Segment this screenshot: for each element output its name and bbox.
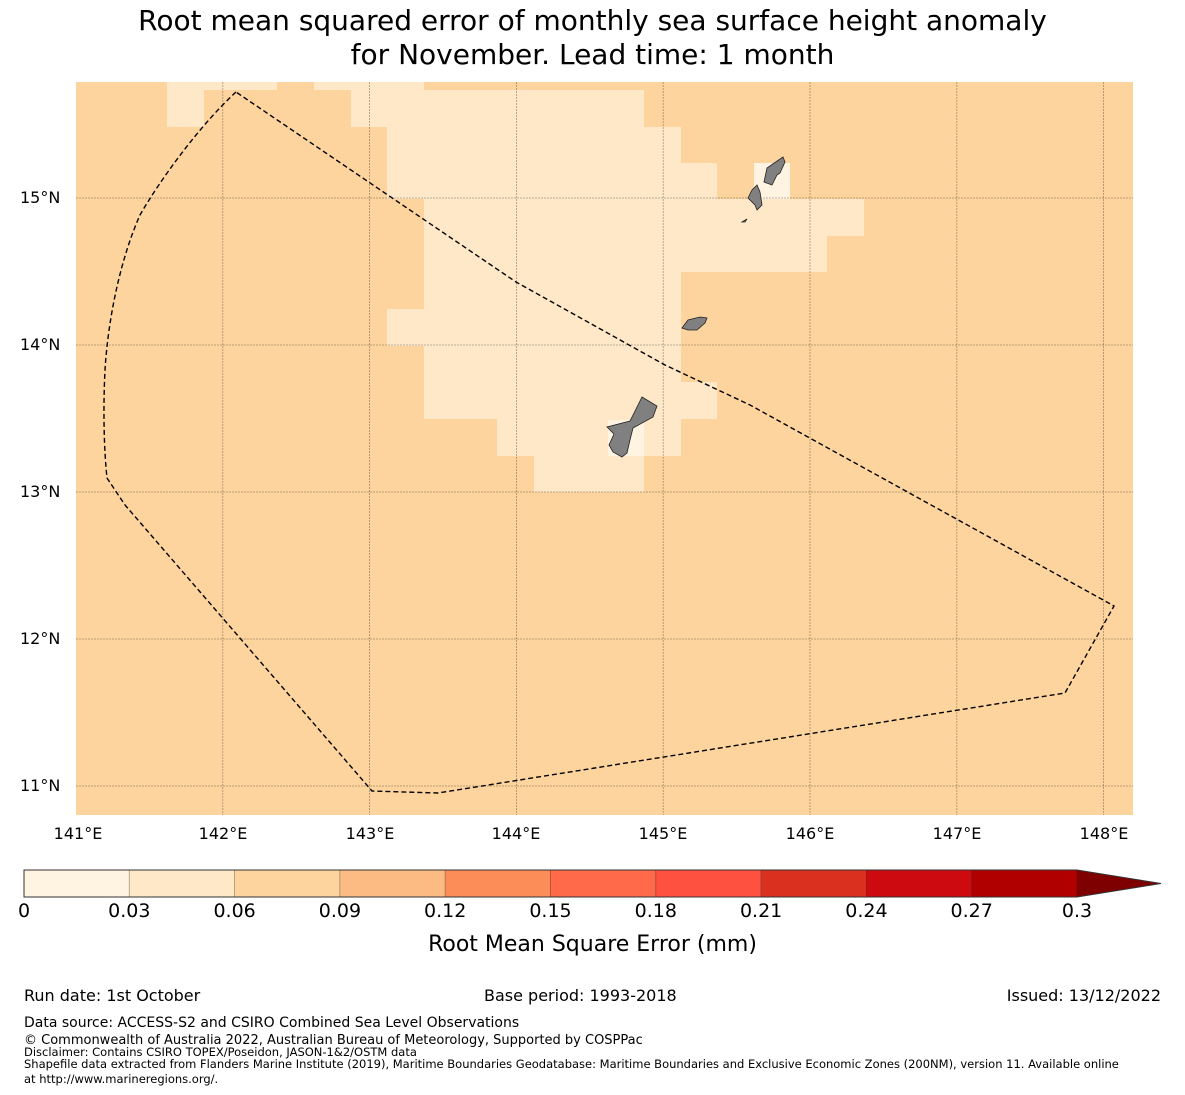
saipan-island [763, 156, 786, 186]
colorbar-segment [760, 869, 867, 898]
title-line-2: for November. Lead time: 1 month [350, 38, 835, 71]
colorbar-tick-label: 0.24 [845, 900, 888, 922]
gridlines [76, 82, 1133, 815]
lat-label: 13°N [20, 482, 61, 501]
issued-date: Issued: 13/12/2022 [1006, 986, 1161, 1005]
shapefile-credit: Shapefile data extracted from Flanders M… [24, 1057, 1119, 1071]
lat-label: 15°N [20, 188, 61, 207]
lon-label: 148°E [1079, 824, 1129, 843]
lat-label: 12°N [20, 629, 61, 648]
colorbar-segment [866, 869, 973, 898]
shapefile-url: at http://www.marineregions.org/. [24, 1072, 219, 1086]
colorbar-segment [444, 869, 551, 898]
light-cells [167, 82, 864, 492]
colorbar-tick-label: 0.03 [108, 900, 151, 922]
colorbar-tick-label: 0 [17, 900, 31, 922]
colorbar-tick-label: 0.12 [424, 900, 467, 922]
copyright: © Commonwealth of Australia 2022, Austra… [24, 1033, 643, 1048]
colorbar-tick-label: 0.21 [739, 900, 783, 922]
colorbar-tick-label: 0.09 [318, 900, 362, 922]
colorbar-segment [234, 869, 341, 898]
colorbar-tick-label: 0.18 [634, 900, 677, 922]
base-period: Base period: 1993-2018 [484, 986, 677, 1005]
colorbar-tick-label: 0.27 [950, 900, 993, 922]
colorbar-tick-label: 0.06 [213, 900, 256, 922]
rota-island [681, 316, 708, 331]
colorbar-segment [128, 869, 236, 898]
colorbar-label: Root Mean Square Error (mm) [428, 932, 757, 957]
eez-boundary [103, 91, 1115, 794]
lat-label: 14°N [20, 335, 61, 354]
colorbar-outline [23, 869, 1162, 898]
lon-label: 142°E [198, 824, 248, 843]
lon-label: 141°E [53, 824, 103, 843]
lon-label: 147°E [932, 824, 982, 843]
data-source: Data source: ACCESS-S2 and CSIRO Combine… [24, 1015, 520, 1031]
colorbar-segment [655, 869, 762, 898]
lon-label: 144°E [491, 824, 541, 843]
aguijan-island [740, 218, 748, 223]
colorbar-tick-label: 0.3 [1061, 900, 1093, 922]
lon-label: 143°E [345, 824, 395, 843]
run-date: Run date: 1st October [24, 986, 201, 1005]
lon-label: 146°E [785, 824, 835, 843]
land [606, 156, 786, 458]
lon-label: 145°E [638, 824, 688, 843]
lat-label: 11°N [20, 776, 61, 795]
colorbar-segment [23, 869, 130, 898]
title-line-1: Root mean squared error of monthly sea s… [138, 4, 1047, 37]
tinian-island [747, 184, 763, 211]
colorbar-extend-arrow [1077, 870, 1161, 897]
figure-title: Root mean squared error of monthly sea s… [0, 4, 1185, 72]
colorbar-tick-label: 0.15 [529, 900, 572, 922]
colorbar-segment [339, 869, 446, 898]
map [76, 82, 1133, 815]
colorbar [23, 869, 1162, 898]
colorbar-segment [550, 869, 657, 898]
colorbar-segment [971, 869, 1078, 898]
disclaimer: Disclaimer: Contains CSIRO TOPEX/Poseido… [24, 1045, 417, 1059]
guam-island [606, 396, 658, 458]
